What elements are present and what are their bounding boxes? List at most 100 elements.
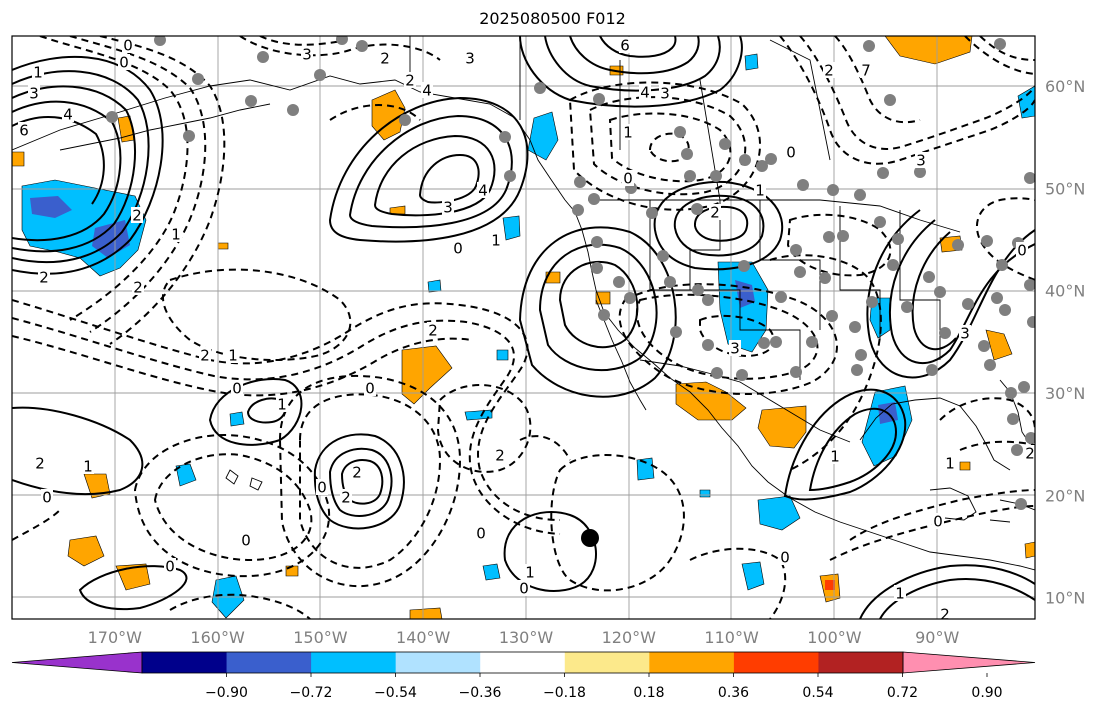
contour-label: 1 [895, 585, 905, 603]
contour-label: 2 [132, 207, 142, 225]
colorbar-tick-label: 0.72 [887, 685, 918, 701]
colorbar-tick-label: −0.72 [290, 685, 333, 701]
contour-label-background [442, 199, 454, 215]
contour-label-background [754, 182, 766, 198]
contour-label-background [452, 240, 464, 256]
negative-anomaly-region [757, 495, 801, 531]
colorbar-segment [226, 652, 312, 673]
contour-label-background [132, 279, 144, 295]
colorbar-tick-label: 0.18 [633, 685, 664, 701]
contour-label: 0 [165, 558, 175, 576]
contour-label: 1 [830, 448, 840, 466]
contour-label-background [62, 106, 74, 122]
contour-label: 2 [380, 50, 390, 68]
colorbar-segment [311, 652, 397, 673]
negative-anomaly-region [427, 279, 442, 293]
contour-label-background [340, 489, 352, 505]
contour-label: 1 [33, 64, 43, 82]
contour-label: 2 [405, 72, 415, 90]
alaska-coast [12, 75, 566, 201]
contour-label: 0 [623, 170, 633, 188]
map-title: 2025080500 F012 [479, 9, 626, 28]
hawaii-island [225, 469, 263, 491]
contour-label-background [82, 458, 94, 474]
colorbar-segment [480, 652, 566, 673]
contour-label-background [729, 340, 741, 356]
positive-anomaly-region [217, 242, 229, 250]
contour-label-background [709, 204, 721, 220]
contour-label: 0 [933, 513, 943, 531]
lon-label: 140°W [396, 628, 451, 647]
contour-label-background [118, 54, 130, 70]
contour-label-background [785, 144, 797, 160]
colorbar-segment [564, 652, 650, 673]
positive-anomaly-region [83, 473, 111, 499]
contour-label: 2 [710, 204, 720, 222]
contour-label: 4 [478, 182, 488, 200]
contour-label-background [494, 447, 506, 463]
contour-label: 1 [83, 458, 93, 476]
contour-label-background [639, 84, 651, 100]
colorbar-tick-label: −0.36 [459, 685, 502, 701]
colorbar-segment [818, 652, 904, 673]
contour-label: 0 [42, 489, 52, 507]
positive-anomaly-region [959, 461, 971, 471]
contour-label: 3 [302, 46, 312, 64]
contour-label-background [619, 37, 631, 53]
contour-label-background [915, 152, 927, 168]
contour-label: 2 [1025, 445, 1035, 463]
contour-label: 2 [35, 455, 45, 473]
contour-label: 3 [960, 325, 970, 343]
lon-label: 130°W [499, 628, 554, 647]
contour-label: 4 [422, 82, 432, 100]
lon-label: 90°W [915, 628, 959, 647]
contour-label-background [404, 72, 416, 88]
colorbar-tick-labels: −0.90 −0.72 −0.54 −0.36 −0.18 0.18 0.36 0.54 0.7… [205, 673, 1003, 701]
contour-label: 1 [228, 347, 238, 365]
contour-label-background [170, 226, 182, 242]
positive-anomaly-region [675, 381, 747, 421]
positive-anomaly-region [1024, 541, 1035, 559]
contour-label: 2 [352, 464, 362, 482]
positive-anomaly-region [409, 607, 443, 619]
canada-lines [409, 36, 831, 201]
contour-label-background [28, 85, 40, 101]
colorbar-segment [142, 652, 228, 673]
contour-label-background [518, 580, 530, 596]
contour-label-background [41, 489, 53, 505]
lat-label: 20°N [1045, 486, 1085, 505]
positive-anomaly-core [825, 580, 835, 590]
contour-label-background [427, 322, 439, 338]
contour-label-background [227, 347, 239, 363]
contour-label-background [1016, 242, 1028, 258]
contour-label-background [477, 182, 489, 198]
contour-label: 0 [1017, 242, 1027, 260]
lat-label: 40°N [1045, 282, 1085, 301]
contour-label: 0 [119, 54, 129, 72]
contour-label-background [475, 525, 487, 541]
contour-label-background [122, 37, 134, 53]
contour-label-background [379, 50, 391, 66]
target-point-marker [581, 529, 599, 547]
colorbar-segment [733, 652, 819, 673]
contour-label: 3 [29, 85, 39, 103]
state-line [899, 210, 941, 360]
contour-label-background [829, 448, 841, 464]
contour-label: 7 [861, 62, 871, 80]
colorbar-tick-label: 0.36 [718, 685, 749, 701]
florida [999, 379, 1031, 445]
negative-anomaly-region [482, 563, 501, 581]
contour-label-background [240, 532, 252, 548]
negative-anomaly-region [699, 489, 711, 498]
lon-label: 120°W [602, 628, 657, 647]
positive-anomaly-region [389, 205, 406, 215]
contour-label: 0 [317, 479, 327, 497]
contour-label: 0 [365, 380, 375, 398]
contour-label-background [524, 564, 536, 580]
contour-label-background [199, 347, 211, 363]
negative-anomaly-region [464, 409, 493, 421]
contour-label: 3 [660, 85, 670, 103]
contour-label-background [351, 464, 363, 480]
contour-label: 0 [241, 532, 251, 550]
